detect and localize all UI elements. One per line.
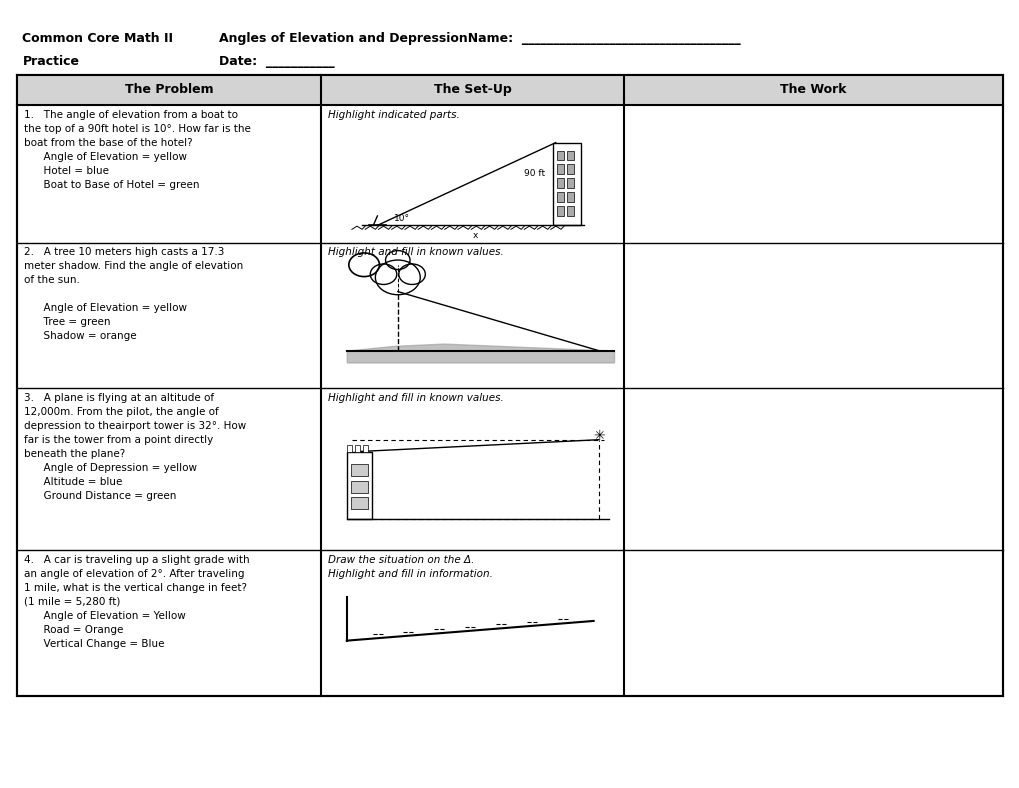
- Bar: [346, 452, 372, 519]
- Bar: [567, 179, 574, 188]
- Bar: [556, 179, 564, 188]
- Text: Highlight and fill in known values.: Highlight and fill in known values.: [328, 247, 503, 258]
- Bar: [321, 75, 624, 105]
- Text: The Work: The Work: [780, 84, 846, 96]
- Bar: [567, 165, 574, 174]
- Bar: [567, 192, 574, 202]
- Text: Date:  ___________: Date: ___________: [219, 55, 334, 68]
- Bar: [346, 445, 352, 452]
- Text: 2.   A tree 10 meters high casts a 17.3
meter shadow. Find the angle of elevatio: 2. A tree 10 meters high casts a 17.3 me…: [24, 247, 244, 341]
- Bar: [556, 151, 564, 160]
- Text: Practice: Practice: [22, 55, 79, 68]
- Text: Common Core Math II: Common Core Math II: [22, 32, 173, 44]
- Text: The Problem: The Problem: [125, 84, 213, 96]
- Bar: [556, 192, 564, 202]
- Bar: [351, 497, 368, 509]
- Bar: [363, 445, 368, 452]
- Text: 4.   A car is traveling up a slight grade with
an angle of elevation of 2°. Afte: 4. A car is traveling up a slight grade …: [24, 555, 250, 649]
- Bar: [17, 75, 321, 105]
- Bar: [567, 151, 574, 160]
- Text: The Set-Up: The Set-Up: [433, 84, 512, 96]
- Bar: [556, 206, 564, 216]
- Bar: [624, 75, 1002, 105]
- Bar: [355, 445, 360, 452]
- Text: Highlight indicated parts.: Highlight indicated parts.: [328, 110, 460, 120]
- Text: 10°: 10°: [393, 214, 410, 223]
- Bar: [351, 464, 368, 476]
- Text: ✳: ✳: [592, 429, 604, 443]
- Text: Angles of Elevation and DepressionName:  ___________________________________: Angles of Elevation and DepressionName: …: [219, 32, 740, 44]
- Text: 1.   The angle of elevation from a boat to
the top of a 90ft hotel is 10°. How f: 1. The angle of elevation from a boat to…: [24, 110, 251, 190]
- Text: x: x: [472, 231, 478, 240]
- Bar: [17, 75, 1002, 696]
- Bar: [552, 143, 581, 225]
- Bar: [567, 206, 574, 216]
- Text: Draw the situation on the Δ.
Highlight and fill in information.: Draw the situation on the Δ. Highlight a…: [328, 555, 493, 578]
- Text: 3.   A plane is flying at an altitude of
12,000m. From the pilot, the angle of
d: 3. A plane is flying at an altitude of 1…: [24, 393, 247, 501]
- Text: 90 ft: 90 ft: [524, 169, 545, 178]
- Text: Highlight and fill in known values.: Highlight and fill in known values.: [328, 393, 503, 403]
- Bar: [556, 165, 564, 174]
- Bar: [351, 481, 368, 492]
